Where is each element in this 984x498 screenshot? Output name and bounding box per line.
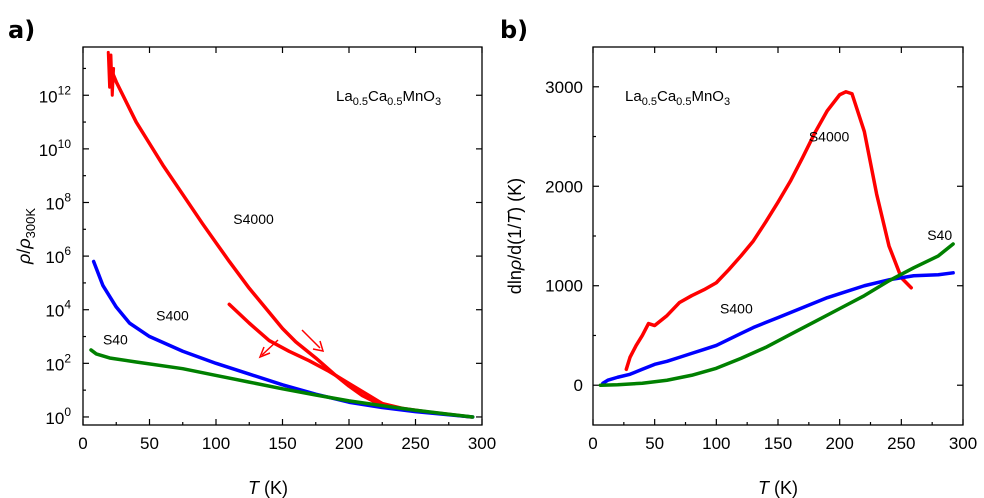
panel-label-a: a) bbox=[8, 16, 35, 44]
series-label-s400: S400 bbox=[720, 301, 753, 317]
x-tick-label-a: 50 bbox=[140, 434, 159, 453]
x-tick-label-b: 150 bbox=[764, 434, 792, 453]
series-label-s40: S40 bbox=[103, 332, 128, 348]
series-label-s40: S40 bbox=[927, 227, 952, 243]
series-label-s4000: S4000 bbox=[233, 211, 274, 227]
series-label-s400: S400 bbox=[156, 307, 189, 323]
y-tick-label-a: 1012 bbox=[39, 83, 72, 106]
panel-label-b: b) bbox=[500, 16, 528, 44]
warming-arrow bbox=[301, 329, 325, 352]
series-line-s40 bbox=[89, 348, 475, 419]
y-tick-label-a: 104 bbox=[45, 298, 71, 321]
axis-ticks-a: 0 50 100 150 200 250 300 100 102 104 106 108 1010 101… bbox=[39, 47, 496, 453]
y-tick-label-a: 100 bbox=[45, 405, 71, 428]
series-line-s40 bbox=[598, 242, 955, 387]
x-tick-label-b: 250 bbox=[887, 434, 915, 453]
series-line-s4000 bbox=[107, 64, 381, 406]
x-tick-label-a: 300 bbox=[468, 434, 496, 453]
x-tick-label-b: 200 bbox=[825, 434, 853, 453]
y-axis-title-a: ρ/ρ300K bbox=[14, 208, 38, 265]
x-axis-title-b: T (K) bbox=[758, 478, 798, 498]
series-label-s4000: S4000 bbox=[809, 129, 850, 145]
y-tick-label-a: 1010 bbox=[39, 137, 72, 160]
y-tick-label-a: 108 bbox=[45, 190, 71, 213]
x-tick-label-a: 200 bbox=[335, 434, 363, 453]
x-axis-title-a: T (K) bbox=[248, 478, 288, 498]
formula-label-b: La0.5Ca0.5MnO3 bbox=[625, 88, 730, 108]
series-line-s400 bbox=[91, 259, 475, 419]
panel-a: a) 0 50 100 150 200 250 300 100 102 104 106 108 1010… bbox=[8, 16, 496, 498]
y-tick-label-a: 106 bbox=[45, 244, 71, 267]
y-axis-title-b: dlnρ/d(1/T) (K) bbox=[505, 178, 525, 294]
x-tick-label-b: 300 bbox=[949, 434, 977, 453]
cooling-arrow bbox=[258, 339, 279, 359]
series-noise-s4000 bbox=[106, 50, 116, 97]
series-group-b: S4000 S400 S40 bbox=[598, 90, 955, 387]
x-tick-label-b: 100 bbox=[702, 434, 730, 453]
formula-label-a: La0.5Ca0.5MnO3 bbox=[336, 88, 441, 108]
x-tick-label-a: 100 bbox=[202, 434, 230, 453]
y-tick-label-b: 2000 bbox=[545, 177, 583, 196]
x-tick-label-b: 0 bbox=[588, 434, 597, 453]
series-group-a: S4000 S400 S40 bbox=[89, 50, 475, 419]
x-tick-label-b: 50 bbox=[645, 434, 664, 453]
x-tick-label-a: 150 bbox=[268, 434, 296, 453]
y-tick-label-b: 1000 bbox=[545, 277, 583, 296]
series-line-s400 bbox=[601, 271, 955, 385]
series-line-s4000 bbox=[624, 90, 913, 372]
y-tick-label-b: 3000 bbox=[545, 78, 583, 97]
x-tick-label-a: 0 bbox=[78, 434, 87, 453]
y-tick-label-b: 0 bbox=[574, 376, 583, 395]
y-tick-label-a: 102 bbox=[45, 351, 71, 374]
x-tick-label-a: 250 bbox=[401, 434, 429, 453]
